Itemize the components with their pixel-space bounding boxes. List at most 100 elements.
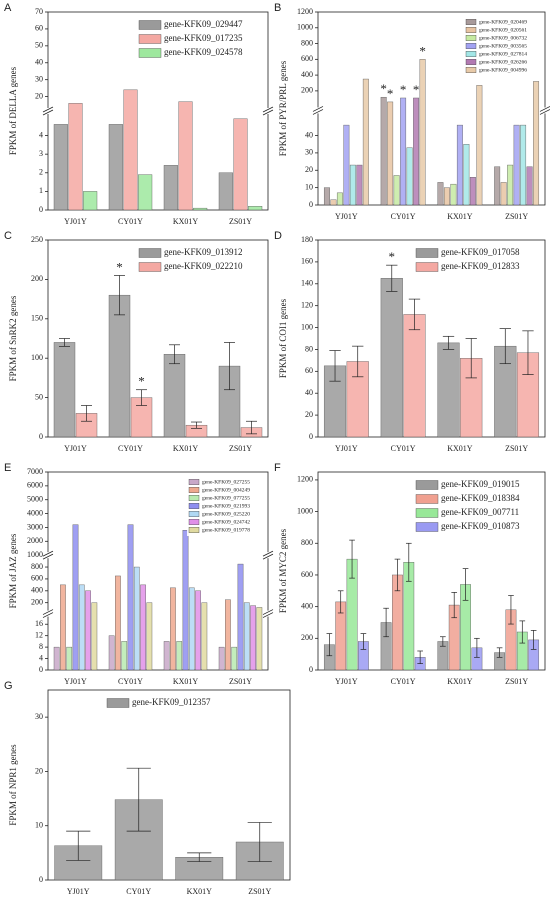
x-tick-label: KX01Y [173, 677, 199, 686]
legend-box [464, 16, 542, 76]
legend-swatch [415, 262, 439, 272]
bar [330, 199, 337, 206]
bar [195, 590, 201, 671]
legend-label: gene-KFK09_006732 [479, 35, 527, 41]
bar [387, 101, 394, 206]
x-tick-label: ZS01Y [248, 887, 271, 896]
legend-box [104, 693, 234, 713]
bar [403, 314, 426, 438]
bar [323, 187, 330, 206]
panel-label: B [274, 2, 281, 14]
axis-break [44, 108, 52, 114]
bar [108, 294, 131, 438]
panel-label: E [4, 462, 11, 474]
y-tick-label: 6000 [27, 481, 43, 490]
significance-mark: * [138, 374, 145, 389]
y-tick-label: 400 [301, 70, 313, 79]
y-axis-label: FPKM of SnRK2 genes [8, 295, 18, 381]
y-tick-label: 60 [35, 24, 43, 33]
x-tick-label: CY01Y [118, 217, 143, 226]
significance-mark: * [400, 82, 407, 97]
y-tick-label: 200 [301, 86, 313, 95]
y-tick-label: 200 [31, 598, 43, 607]
y-tick-label: 40 [35, 58, 43, 67]
bar [68, 103, 83, 211]
bar [91, 602, 98, 671]
bar [85, 590, 91, 671]
y-tick-label: 100 [31, 353, 43, 362]
significance-mark: * [419, 43, 426, 58]
bar [83, 191, 98, 211]
legend-swatch [138, 20, 162, 30]
x-tick-label: ZS01Y [505, 212, 528, 221]
bar [127, 524, 134, 671]
x-tick-label: CY01Y [391, 444, 416, 453]
axis-break [312, 109, 324, 115]
x-tick-label: ZS01Y [229, 444, 252, 453]
legend-label: gene-KFK09_024742 [202, 519, 250, 525]
y-tick-label: 100 [301, 322, 313, 331]
bar [393, 175, 400, 206]
significance-mark: * [413, 82, 420, 97]
axis-break [42, 109, 54, 116]
legend-label: gene-KFK09_010873 [441, 521, 520, 531]
y-axis-label: FPKM of JAZ genes [8, 533, 18, 608]
bar [419, 59, 426, 206]
bar [53, 124, 68, 211]
x-tick-label: YJ01Y [335, 444, 358, 453]
y-tick-label: 200 [301, 633, 313, 642]
bar [456, 124, 463, 206]
y-tick-label: 30 [305, 148, 313, 157]
legend-label: gene-KFK09_021993 [202, 503, 250, 509]
legend-label: gene-KFK09_004249 [202, 487, 250, 493]
y-tick-label: 20 [305, 410, 313, 419]
y-tick-label: 800 [301, 38, 313, 47]
legend-swatch [415, 508, 439, 518]
x-tick-label: YJ01Y [67, 887, 90, 896]
bar [72, 524, 79, 671]
legend-label: gene-KFK09_013912 [164, 247, 243, 257]
axis-break [44, 610, 52, 617]
axis-break [539, 109, 550, 115]
y-tick-label: 0 [39, 432, 43, 441]
panel-label: A [4, 2, 12, 14]
legend-label: gene-KFK09_012833 [441, 261, 520, 271]
legend-label: gene-KFK09_025220 [202, 511, 250, 517]
legend-swatch [188, 479, 200, 485]
bar [60, 584, 66, 671]
y-tick-label: 120 [301, 300, 313, 309]
y-tick-label: 20 [35, 91, 43, 100]
legend-box [187, 476, 265, 536]
bar [170, 587, 176, 671]
legend-swatch [465, 35, 477, 41]
significance-mark: * [387, 86, 394, 101]
bar [108, 635, 115, 671]
axis-break [42, 550, 54, 557]
y-tick-label: 20 [35, 766, 43, 775]
legend-label: gene-KFK09_017235 [164, 33, 243, 43]
x-tick-label: ZS01Y [505, 444, 528, 453]
y-tick-label: 30 [35, 75, 43, 84]
x-tick-label: KX01Y [187, 887, 213, 896]
y-tick-label: 5000 [27, 495, 43, 504]
y-tick-label: 1200 [297, 7, 313, 16]
legend-swatch [138, 48, 162, 58]
bar [237, 563, 244, 671]
axis-break [264, 552, 272, 559]
bar [406, 147, 413, 206]
legend-swatch [188, 487, 200, 493]
legend-label: gene-KFK09_077255 [202, 495, 250, 501]
axis-break [44, 552, 52, 559]
legend-label: gene-KFK09_029447 [164, 19, 243, 29]
x-tick-label: KX01Y [447, 212, 473, 221]
legend-swatch [188, 527, 200, 533]
axis-break [262, 106, 274, 113]
bar [108, 124, 123, 211]
bar [507, 164, 514, 206]
y-tick-label: 400 [301, 601, 313, 610]
axis-break [541, 107, 549, 114]
bar [163, 641, 170, 671]
legend-label: gene-KFK09_007711 [441, 507, 519, 517]
legend-label: gene-KFK09_020561 [479, 27, 527, 33]
axis-break [262, 553, 274, 560]
